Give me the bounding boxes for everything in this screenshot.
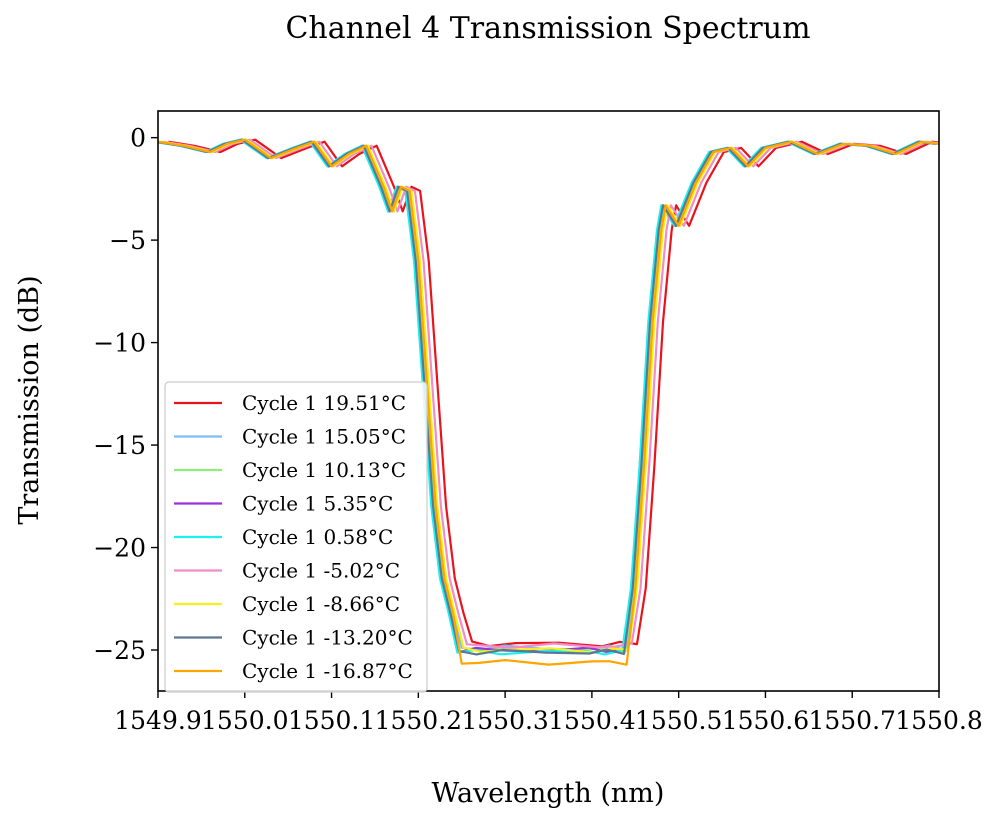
y-tick-label: −10 xyxy=(93,329,146,358)
y-axis-label: Transmission (dB) xyxy=(14,275,45,524)
x-tick-label: 1550.7 xyxy=(808,706,895,735)
legend-label: Cycle 1 -16.87°C xyxy=(242,659,413,683)
y-tick-label: −20 xyxy=(93,534,146,563)
x-axis-label: Wavelength (nm) xyxy=(432,778,665,809)
x-tick-label: 1549.9 xyxy=(114,706,201,735)
y-tick-label: −25 xyxy=(93,636,146,665)
plot-frame xyxy=(157,110,940,692)
x-tick-label: 1550.1 xyxy=(288,706,375,735)
y-tick-label: 0 xyxy=(130,124,146,153)
x-tick-label: 1550.5 xyxy=(635,706,722,735)
x-axis-ticks: 1549.9 1550.0 1550.1 1550.2 1550.3 1550.4 1550… xyxy=(114,691,983,735)
legend-label: Cycle 1 15.05°C xyxy=(242,425,406,449)
legend-label: Cycle 1 10.13°C xyxy=(242,458,406,482)
legend-label: Cycle 1 5.35°C xyxy=(242,492,393,516)
series-line xyxy=(158,138,935,656)
legend: Cycle 1 19.51°C Cycle 1 15.05°C Cycle 1 10… xyxy=(164,381,428,693)
legend-label: Cycle 1 -13.20°C xyxy=(242,626,413,650)
legend-label: Cycle 1 -8.66°C xyxy=(242,592,400,616)
legend-label: Cycle 1 0.58°C xyxy=(242,525,393,549)
series-line xyxy=(168,138,939,648)
y-tick-label: −15 xyxy=(93,431,146,460)
y-axis-ticks: 0 −5 −10 −15 −20 −25 xyxy=(93,124,158,665)
x-tick-label: 1550.8 xyxy=(895,706,982,735)
x-tick-label: 1550.3 xyxy=(461,706,548,735)
x-tick-label: 1550.0 xyxy=(201,706,288,735)
series-line xyxy=(158,138,939,666)
series-layer xyxy=(158,138,939,666)
series-line xyxy=(163,138,939,650)
chart-title: Channel 4 Transmission Spectrum xyxy=(285,11,810,46)
x-tick-label: 1550.2 xyxy=(375,706,462,735)
x-tick-label: 1550.4 xyxy=(548,706,635,735)
legend-label: Cycle 1 -5.02°C xyxy=(242,559,400,583)
legend-label: Cycle 1 19.51°C xyxy=(242,391,406,415)
series-line xyxy=(158,138,937,656)
x-tick-label: 1550.6 xyxy=(722,706,809,735)
y-tick-label: −5 xyxy=(109,226,146,255)
legend-box xyxy=(164,381,428,693)
